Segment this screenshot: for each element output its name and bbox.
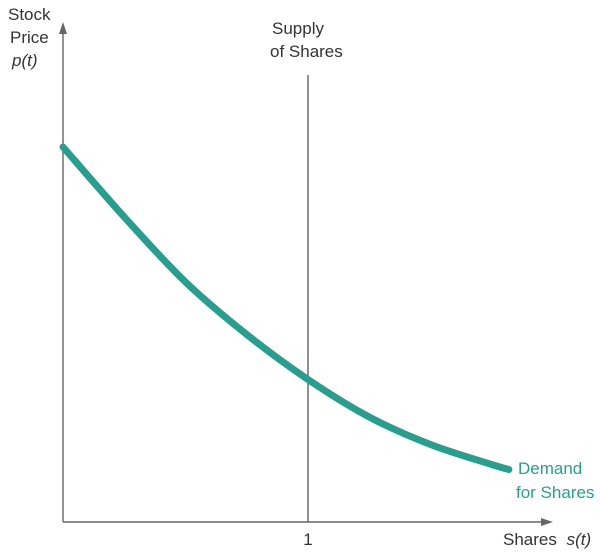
x-axis-label-text: Shares <box>503 530 557 549</box>
x-tick-label: 1 <box>303 530 312 549</box>
x-axis-label-var: s(t) <box>567 530 592 549</box>
x-axis-label: Shares s(t) <box>503 530 591 549</box>
y-axis-label-line1: Stock <box>8 5 51 24</box>
y-axis-label-line3: p(t) <box>11 51 38 70</box>
supply-label-line2: of Shares <box>270 42 343 61</box>
y-axis-arrow <box>59 22 67 34</box>
y-axis-label-line2: Price <box>10 28 49 47</box>
demand-curve <box>59 143 513 473</box>
supply-label-line1: Supply <box>272 19 324 38</box>
demand-label-line1: Demand <box>518 459 582 478</box>
x-axis-arrow <box>541 518 553 526</box>
demand-label-line2: for Shares <box>516 483 594 502</box>
